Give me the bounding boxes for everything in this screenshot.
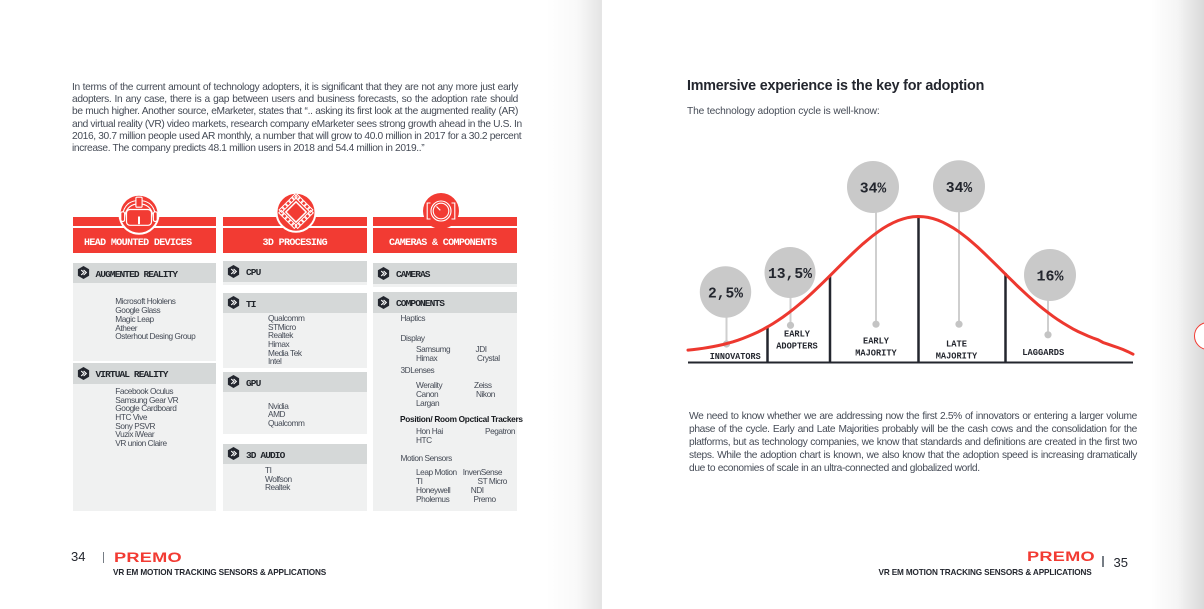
svg-text:34%: 34% — [860, 181, 887, 198]
svg-text:LAGGARDS: LAGGARDS — [1022, 347, 1064, 358]
svg-text:16%: 16% — [1037, 268, 1065, 285]
svg-text:MAJORITY: MAJORITY — [936, 350, 978, 361]
svg-text:2,5%: 2,5% — [708, 285, 744, 302]
svg-text:EARLY: EARLY — [784, 329, 810, 340]
svg-text:MAJORITY: MAJORITY — [855, 348, 897, 359]
svg-text:LATE: LATE — [946, 338, 967, 349]
svg-text:34%: 34% — [946, 180, 973, 197]
svg-text:INNOVATORS: INNOVATORS — [710, 351, 761, 362]
svg-text:13,5%: 13,5% — [768, 266, 813, 283]
svg-text:EARLY: EARLY — [863, 336, 889, 347]
svg-text:ADOPTERS: ADOPTERS — [776, 341, 818, 352]
